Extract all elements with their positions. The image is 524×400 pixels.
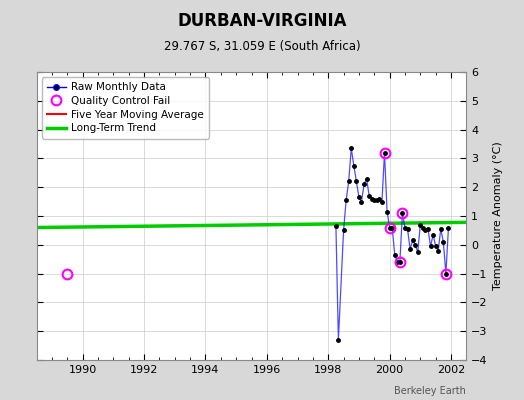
Text: DURBAN-VIRGINIA: DURBAN-VIRGINIA (177, 12, 347, 30)
Text: Berkeley Earth: Berkeley Earth (395, 386, 466, 396)
Y-axis label: Temperature Anomaly (°C): Temperature Anomaly (°C) (493, 142, 503, 290)
Legend: Raw Monthly Data, Quality Control Fail, Five Year Moving Average, Long-Term Tren: Raw Monthly Data, Quality Control Fail, … (42, 77, 209, 138)
Text: 29.767 S, 31.059 E (South Africa): 29.767 S, 31.059 E (South Africa) (163, 40, 361, 53)
